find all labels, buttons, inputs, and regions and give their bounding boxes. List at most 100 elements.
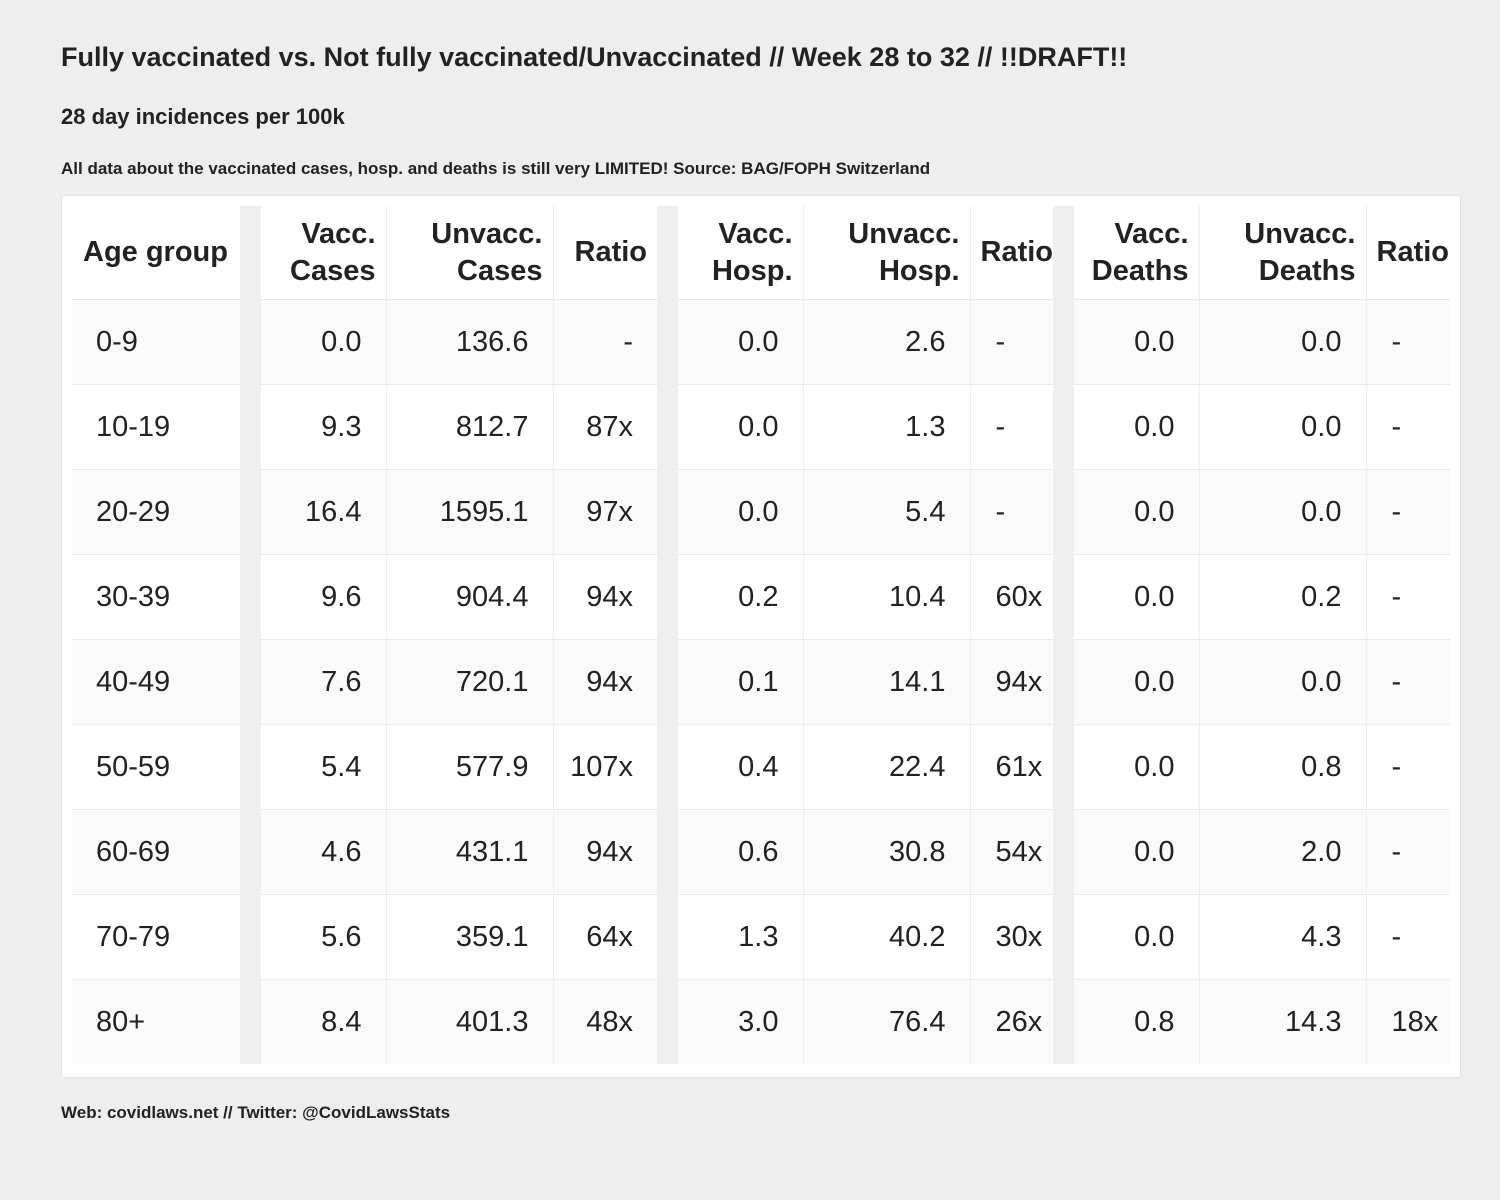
column-separator bbox=[657, 639, 678, 725]
cell-vacc-deaths: 0.0 bbox=[1074, 724, 1200, 810]
column-separator bbox=[240, 384, 261, 470]
cell-ratio-cases: 94x bbox=[553, 809, 657, 895]
cell-ratio-cases: 48x bbox=[553, 979, 657, 1064]
cell-vacc-hosp: 0.2 bbox=[678, 554, 804, 640]
cell-vacc-hosp: 0.0 bbox=[678, 299, 804, 385]
column-separator bbox=[657, 206, 678, 300]
cell-unvacc-deaths: 0.8 bbox=[1199, 724, 1367, 810]
cell-ratio-hosp: 30x bbox=[970, 894, 1053, 980]
header-unvacc-deaths: Unvacc. Deaths bbox=[1199, 206, 1367, 300]
header-ratio-hosp: Ratio bbox=[970, 206, 1053, 300]
cell-ratio-cases: 87x bbox=[553, 384, 657, 470]
data-source-note: All data about the vaccinated cases, hos… bbox=[61, 159, 931, 178]
column-separator bbox=[657, 979, 678, 1064]
cell-vacc-deaths: 0.0 bbox=[1074, 384, 1200, 470]
column-separator bbox=[1053, 724, 1074, 810]
cell-age-group: 70-79 bbox=[72, 894, 240, 980]
table-row: 50-59 5.4 577.9 107x 0.4 22.4 61x 0.0 0.8- bbox=[72, 724, 1450, 810]
cell-vacc-hosp: 0.1 bbox=[678, 639, 804, 725]
cell-vacc-deaths: 0.0 bbox=[1074, 554, 1200, 640]
cell-ratio-hosp: 60x bbox=[970, 554, 1053, 640]
cell-ratio-cases: 107x bbox=[553, 724, 657, 810]
page-subtitle: 28 day incidences per 100k bbox=[61, 104, 345, 129]
cell-vacc-deaths: 0.0 bbox=[1074, 639, 1200, 725]
column-separator bbox=[240, 554, 261, 640]
table-header-row: Age group Vacc. Cases Unvacc. Cases Ratio … bbox=[72, 206, 1450, 300]
cell-ratio-hosp: 61x bbox=[970, 724, 1053, 810]
cell-age-group: 10-19 bbox=[72, 384, 240, 470]
column-separator bbox=[1053, 206, 1074, 300]
cell-vacc-cases: 16.4 bbox=[261, 469, 387, 555]
column-separator bbox=[240, 639, 261, 725]
table-row: 30-39 9.6 904.4 94x 0.2 10.4 60x 0.0 0.2- bbox=[72, 554, 1450, 640]
cell-unvacc-hosp: 10.4 bbox=[803, 554, 971, 640]
table-card: Age group Vacc. Cases Unvacc. Cases Ratio … bbox=[61, 195, 1461, 1078]
column-separator bbox=[240, 894, 261, 980]
table-row: 20-29 16.4 1595.1 97x 0.0 5.4-0.0 0.0- bbox=[72, 469, 1450, 555]
column-separator bbox=[1053, 809, 1074, 895]
cell-vacc-deaths: 0.8 bbox=[1074, 979, 1200, 1064]
cell-ratio-deaths: - bbox=[1366, 384, 1450, 470]
cell-ratio-deaths: - bbox=[1366, 724, 1450, 810]
header-ratio-deaths: Ratio bbox=[1366, 206, 1450, 300]
column-separator bbox=[1053, 979, 1074, 1064]
cell-age-group: 20-29 bbox=[72, 469, 240, 555]
cell-ratio-hosp: 94x bbox=[970, 639, 1053, 725]
cell-ratio-hosp: - bbox=[970, 469, 1053, 555]
cell-vacc-cases: 5.4 bbox=[261, 724, 387, 810]
cell-vacc-deaths: 0.0 bbox=[1074, 299, 1200, 385]
header-vacc-deaths: Vacc. Deaths bbox=[1074, 206, 1200, 300]
cell-vacc-cases: 9.6 bbox=[261, 554, 387, 640]
cell-vacc-deaths: 0.0 bbox=[1074, 894, 1200, 980]
cell-unvacc-hosp: 40.2 bbox=[803, 894, 971, 980]
cell-unvacc-cases: 359.1 bbox=[386, 894, 554, 980]
cell-unvacc-deaths: 0.2 bbox=[1199, 554, 1367, 640]
cell-unvacc-hosp: 30.8 bbox=[803, 809, 971, 895]
cell-age-group: 50-59 bbox=[72, 724, 240, 810]
column-separator bbox=[1053, 469, 1074, 555]
cell-unvacc-cases: 812.7 bbox=[386, 384, 554, 470]
header-unvacc-hosp: Unvacc. Hosp. bbox=[803, 206, 971, 300]
cell-vacc-cases: 4.6 bbox=[261, 809, 387, 895]
column-separator bbox=[1053, 554, 1074, 640]
header-vacc-cases: Vacc. Cases bbox=[261, 206, 387, 300]
column-separator bbox=[657, 894, 678, 980]
cell-ratio-hosp: 54x bbox=[970, 809, 1053, 895]
column-separator bbox=[657, 299, 678, 385]
cell-age-group: 30-39 bbox=[72, 554, 240, 640]
cell-unvacc-cases: 136.6 bbox=[386, 299, 554, 385]
cell-unvacc-deaths: 4.3 bbox=[1199, 894, 1367, 980]
column-separator bbox=[657, 809, 678, 895]
cell-unvacc-cases: 904.4 bbox=[386, 554, 554, 640]
cell-ratio-hosp: - bbox=[970, 384, 1053, 470]
cell-unvacc-deaths: 0.0 bbox=[1199, 469, 1367, 555]
cell-vacc-cases: 9.3 bbox=[261, 384, 387, 470]
cell-unvacc-cases: 431.1 bbox=[386, 809, 554, 895]
cell-vacc-hosp: 0.6 bbox=[678, 809, 804, 895]
cell-age-group: 80+ bbox=[72, 979, 240, 1064]
cell-ratio-cases: - bbox=[553, 299, 657, 385]
table-body: 0-9 0.0 136.6-0.0 2.6-0.0 0.0-10-19 9.3 812.7 8… bbox=[72, 299, 1450, 1064]
cell-ratio-deaths: - bbox=[1366, 639, 1450, 725]
footer-credits: Web: covidlaws.net // Twitter: @CovidLaw… bbox=[61, 1103, 451, 1122]
cell-ratio-deaths: - bbox=[1366, 894, 1450, 980]
cell-vacc-hosp: 0.0 bbox=[678, 384, 804, 470]
cell-unvacc-deaths: 0.0 bbox=[1199, 299, 1367, 385]
cell-unvacc-hosp: 2.6 bbox=[803, 299, 971, 385]
table-row: 60-69 4.6 431.1 94x 0.6 30.8 54x 0.0 2.0- bbox=[72, 809, 1450, 895]
cell-ratio-deaths: 18x bbox=[1366, 979, 1450, 1064]
page-title: Fully vaccinated vs. Not fully vaccinate… bbox=[61, 42, 1128, 72]
cell-ratio-cases: 97x bbox=[553, 469, 657, 555]
column-separator bbox=[240, 724, 261, 810]
column-separator bbox=[1053, 299, 1074, 385]
cell-ratio-deaths: - bbox=[1366, 299, 1450, 385]
table-row: 10-19 9.3 812.7 87x 0.0 1.3-0.0 0.0- bbox=[72, 384, 1450, 470]
header-unvacc-cases: Unvacc. Cases bbox=[386, 206, 554, 300]
cell-unvacc-cases: 720.1 bbox=[386, 639, 554, 725]
cell-unvacc-hosp: 1.3 bbox=[803, 384, 971, 470]
cell-unvacc-cases: 577.9 bbox=[386, 724, 554, 810]
cell-unvacc-deaths: 14.3 bbox=[1199, 979, 1367, 1064]
column-separator bbox=[240, 979, 261, 1064]
table-row: 40-49 7.6 720.1 94x 0.1 14.1 94x 0.0 0.0- bbox=[72, 639, 1450, 725]
column-separator bbox=[1053, 639, 1074, 725]
